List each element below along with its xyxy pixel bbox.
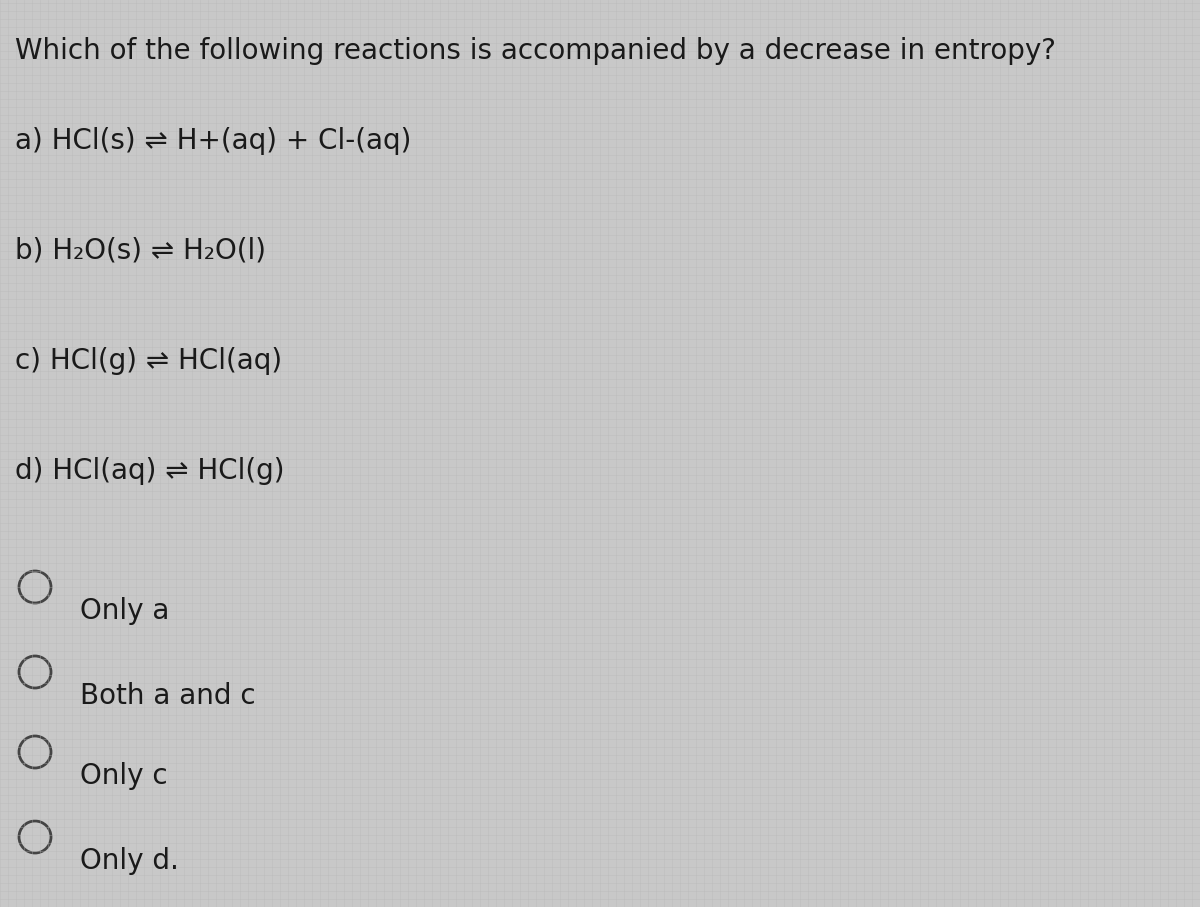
Text: a) HCl(s) ⇌ H+(aq) + Cl-(aq): a) HCl(s) ⇌ H+(aq) + Cl-(aq) [14,127,412,155]
Text: b) H₂O(s) ⇌ H₂O(l): b) H₂O(s) ⇌ H₂O(l) [14,237,266,265]
Text: c) HCl(g) ⇌ HCl(aq): c) HCl(g) ⇌ HCl(aq) [14,347,282,375]
Text: Only d.: Only d. [80,847,179,875]
Text: Only c: Only c [80,762,168,790]
Text: Which of the following reactions is accompanied by a decrease in entropy?: Which of the following reactions is acco… [14,37,1056,65]
Text: d) HCl(aq) ⇌ HCl(g): d) HCl(aq) ⇌ HCl(g) [14,457,284,485]
Text: Only a: Only a [80,597,169,625]
Text: Both a and c: Both a and c [80,682,256,710]
